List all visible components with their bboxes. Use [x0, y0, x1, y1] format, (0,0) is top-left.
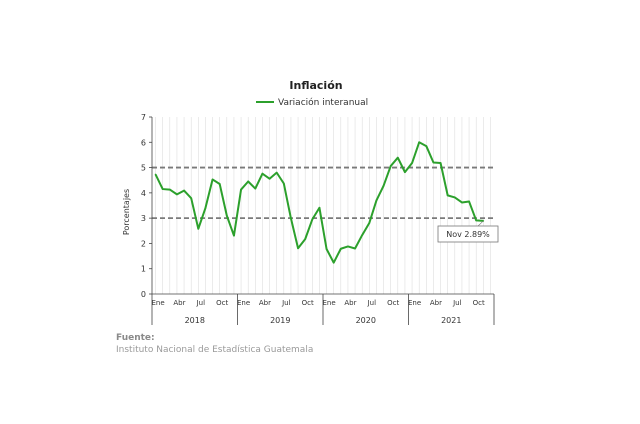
data-point	[397, 156, 399, 159]
y-tick-label: 5	[141, 164, 146, 173]
x-tick-label: Oct	[302, 299, 314, 307]
data-point	[361, 234, 363, 236]
y-tick-label: 7	[141, 113, 146, 122]
data-point	[311, 218, 314, 221]
data-point	[432, 161, 435, 164]
y-tick-label: 1	[141, 265, 146, 274]
y-tick-label: 6	[141, 138, 146, 147]
x-tick-label: Abr	[344, 299, 356, 307]
data-point	[475, 219, 477, 222]
year-label: 2018	[185, 316, 205, 325]
data-point	[439, 162, 442, 164]
x-tick-label: Jul	[196, 299, 206, 307]
data-point	[254, 187, 257, 190]
legend-label: Variación interanual	[278, 97, 368, 108]
data-point	[332, 261, 335, 264]
x-tick-label: Abr	[259, 299, 271, 307]
data-point	[247, 180, 249, 183]
annotation-leader	[477, 220, 484, 227]
data-point	[161, 188, 164, 190]
chart-title: Inflación	[289, 79, 342, 92]
x-tick-label: Jul	[367, 299, 377, 307]
data-point	[375, 199, 378, 202]
year-label: 2020	[356, 316, 376, 325]
data-point	[418, 141, 420, 144]
data-point	[169, 188, 171, 191]
x-tick-label: Ene	[322, 299, 335, 307]
y-tick-label: 0	[141, 290, 146, 299]
x-tick-label: Ene	[151, 299, 164, 307]
x-tick-label: Ene	[408, 299, 421, 307]
annotation-callout: Nov 2.89%	[437, 225, 499, 243]
y-axis-label: Porcentajes	[122, 189, 131, 235]
data-point	[325, 248, 328, 250]
y-tick-label: 4	[141, 189, 146, 198]
data-point	[354, 247, 356, 250]
x-tick-label: Ene	[237, 299, 250, 307]
x-tick-label: Abr	[173, 299, 185, 307]
annotation-text: Nov 2.89%	[446, 230, 490, 239]
data-point	[154, 173, 157, 176]
data-point	[368, 222, 371, 224]
year-label: 2019	[270, 316, 290, 325]
data-point	[389, 165, 392, 167]
y-tick-label: 3	[141, 214, 146, 223]
data-point	[268, 177, 271, 180]
data-point	[176, 193, 178, 196]
data-point	[218, 183, 221, 185]
data-point	[318, 206, 321, 209]
grid	[155, 117, 491, 294]
data-point	[197, 227, 200, 230]
data-point	[226, 214, 228, 217]
axes: 0 1 2 3 4 5 6 7 Ene Abr Jul Oct 2018 Ene Abr Jul Oct 2019…	[141, 113, 495, 325]
data-point	[461, 201, 463, 204]
data-point	[411, 162, 413, 164]
source-label: Fuente:	[116, 333, 155, 343]
reference-lines	[152, 166, 494, 220]
x-tick-label: Oct	[216, 299, 228, 307]
x-tick-label: Oct	[387, 299, 399, 307]
data-point	[240, 188, 242, 191]
y-tick-label: 2	[141, 239, 146, 248]
data-point	[261, 172, 264, 175]
data-point	[211, 178, 214, 181]
source-text: Instituto Nacional de Estadística Guatem…	[116, 345, 314, 355]
data-point	[297, 247, 299, 250]
data-point	[340, 247, 342, 250]
data-point	[190, 197, 192, 199]
data-point	[204, 207, 207, 209]
data-point	[183, 189, 185, 192]
data-point	[382, 184, 385, 187]
chart-text: Inflación Variación interanual Porcentaj…	[122, 79, 499, 243]
data-point	[347, 245, 349, 248]
x-tick-label: Jul	[281, 299, 291, 307]
data-point	[233, 234, 235, 237]
data-point	[404, 171, 406, 173]
data-point	[454, 196, 456, 199]
data-point	[275, 171, 278, 174]
x-tick-label: Oct	[473, 299, 485, 307]
series-lines	[154, 141, 485, 264]
data-point	[283, 182, 285, 185]
x-tick-label: Abr	[430, 299, 442, 307]
x-tick-label: Jul	[452, 299, 462, 307]
data-point	[290, 217, 292, 220]
data-point	[425, 145, 428, 147]
data-point	[304, 238, 306, 240]
data-point	[468, 200, 470, 203]
data-point	[446, 194, 449, 197]
annotation-box	[437, 225, 499, 243]
year-label: 2021	[441, 316, 461, 325]
